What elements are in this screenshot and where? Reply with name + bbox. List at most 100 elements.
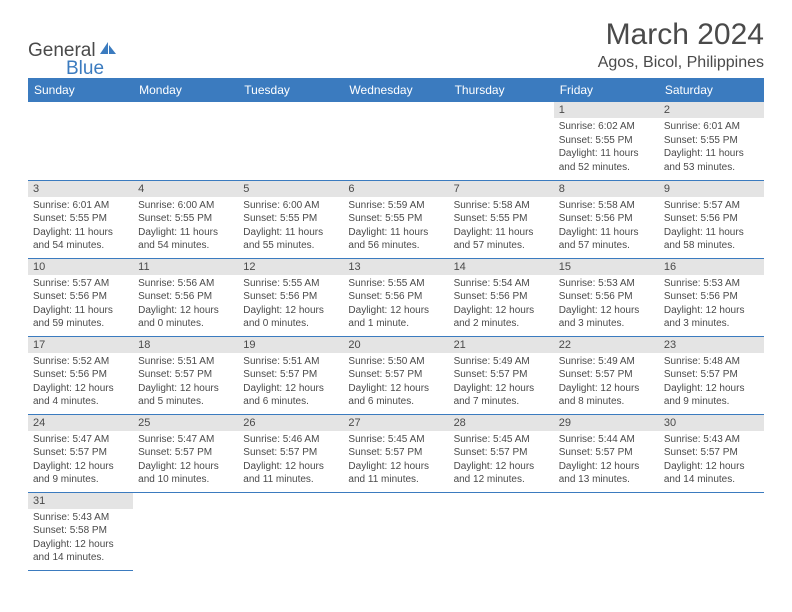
day-header-friday: Friday bbox=[554, 78, 659, 102]
calendar-cell: 15Sunrise: 5:53 AMSunset: 5:56 PMDayligh… bbox=[554, 258, 659, 336]
daylight-text: Daylight: 12 hours and 12 minutes. bbox=[454, 460, 549, 487]
date-number: 22 bbox=[554, 337, 659, 353]
daylight-text: Daylight: 11 hours and 54 minutes. bbox=[138, 226, 233, 253]
sunrise-text: Sunrise: 5:57 AM bbox=[33, 277, 128, 291]
date-number: 28 bbox=[449, 415, 554, 431]
month-title: March 2024 bbox=[598, 18, 764, 52]
calendar-cell: 31Sunrise: 5:43 AMSunset: 5:58 PMDayligh… bbox=[28, 492, 133, 570]
day-info: Sunrise: 5:58 AMSunset: 5:55 PMDaylight:… bbox=[449, 197, 554, 257]
sunrise-text: Sunrise: 5:58 AM bbox=[559, 199, 654, 213]
day-header-tuesday: Tuesday bbox=[238, 78, 343, 102]
date-number: 23 bbox=[659, 337, 764, 353]
sunset-text: Sunset: 5:57 PM bbox=[138, 446, 233, 460]
daylight-text: Daylight: 11 hours and 56 minutes. bbox=[348, 226, 443, 253]
sunset-text: Sunset: 5:56 PM bbox=[33, 290, 128, 304]
sunrise-text: Sunrise: 6:00 AM bbox=[243, 199, 338, 213]
daylight-text: Daylight: 12 hours and 3 minutes. bbox=[559, 304, 654, 331]
calendar-cell: 9Sunrise: 5:57 AMSunset: 5:56 PMDaylight… bbox=[659, 180, 764, 258]
sunrise-text: Sunrise: 5:51 AM bbox=[243, 355, 338, 369]
sunset-text: Sunset: 5:55 PM bbox=[664, 134, 759, 148]
calendar-cell: 25Sunrise: 5:47 AMSunset: 5:57 PMDayligh… bbox=[133, 414, 238, 492]
daylight-text: Daylight: 11 hours and 52 minutes. bbox=[559, 147, 654, 174]
sunset-text: Sunset: 5:57 PM bbox=[454, 368, 549, 382]
calendar-cell: 4Sunrise: 6:00 AMSunset: 5:55 PMDaylight… bbox=[133, 180, 238, 258]
calendar-cell: 20Sunrise: 5:50 AMSunset: 5:57 PMDayligh… bbox=[343, 336, 448, 414]
day-info: Sunrise: 5:58 AMSunset: 5:56 PMDaylight:… bbox=[554, 197, 659, 257]
day-info: Sunrise: 5:51 AMSunset: 5:57 PMDaylight:… bbox=[133, 353, 238, 413]
sunset-text: Sunset: 5:57 PM bbox=[664, 368, 759, 382]
sunset-text: Sunset: 5:57 PM bbox=[348, 368, 443, 382]
sunset-text: Sunset: 5:58 PM bbox=[33, 524, 128, 538]
daylight-text: Daylight: 12 hours and 6 minutes. bbox=[348, 382, 443, 409]
sunset-text: Sunset: 5:55 PM bbox=[33, 212, 128, 226]
date-number: 21 bbox=[449, 337, 554, 353]
calendar-cell: 22Sunrise: 5:49 AMSunset: 5:57 PMDayligh… bbox=[554, 336, 659, 414]
sunset-text: Sunset: 5:57 PM bbox=[138, 368, 233, 382]
date-number: 6 bbox=[343, 181, 448, 197]
day-info: Sunrise: 6:01 AMSunset: 5:55 PMDaylight:… bbox=[28, 197, 133, 257]
day-info: Sunrise: 5:53 AMSunset: 5:56 PMDaylight:… bbox=[659, 275, 764, 335]
date-number: 8 bbox=[554, 181, 659, 197]
sunset-text: Sunset: 5:57 PM bbox=[664, 446, 759, 460]
sunset-text: Sunset: 5:55 PM bbox=[348, 212, 443, 226]
title-block: March 2024 Agos, Bicol, Philippines bbox=[598, 18, 764, 72]
date-number: 7 bbox=[449, 181, 554, 197]
calendar-cell: 7Sunrise: 5:58 AMSunset: 5:55 PMDaylight… bbox=[449, 180, 554, 258]
sunset-text: Sunset: 5:56 PM bbox=[243, 290, 338, 304]
calendar-cell: 5Sunrise: 6:00 AMSunset: 5:55 PMDaylight… bbox=[238, 180, 343, 258]
daylight-text: Daylight: 12 hours and 0 minutes. bbox=[138, 304, 233, 331]
daylight-text: Daylight: 12 hours and 5 minutes. bbox=[138, 382, 233, 409]
calendar-body: 1Sunrise: 6:02 AMSunset: 5:55 PMDaylight… bbox=[28, 102, 764, 570]
day-header-sunday: Sunday bbox=[28, 78, 133, 102]
sunrise-text: Sunrise: 5:51 AM bbox=[138, 355, 233, 369]
sunrise-text: Sunrise: 5:46 AM bbox=[243, 433, 338, 447]
day-info: Sunrise: 5:50 AMSunset: 5:57 PMDaylight:… bbox=[343, 353, 448, 413]
date-number: 13 bbox=[343, 259, 448, 275]
sunrise-text: Sunrise: 5:53 AM bbox=[559, 277, 654, 291]
sunrise-text: Sunrise: 5:45 AM bbox=[348, 433, 443, 447]
calendar-cell: 18Sunrise: 5:51 AMSunset: 5:57 PMDayligh… bbox=[133, 336, 238, 414]
logo-stack: General Blue bbox=[28, 40, 119, 80]
sunrise-text: Sunrise: 6:02 AM bbox=[559, 120, 654, 134]
sunset-text: Sunset: 5:55 PM bbox=[138, 212, 233, 226]
day-info: Sunrise: 5:47 AMSunset: 5:57 PMDaylight:… bbox=[133, 431, 238, 491]
calendar-cell bbox=[343, 102, 448, 180]
sunset-text: Sunset: 5:56 PM bbox=[664, 290, 759, 304]
daylight-text: Daylight: 12 hours and 11 minutes. bbox=[348, 460, 443, 487]
day-info: Sunrise: 5:57 AMSunset: 5:56 PMDaylight:… bbox=[659, 197, 764, 257]
sunrise-text: Sunrise: 5:47 AM bbox=[33, 433, 128, 447]
day-info: Sunrise: 5:54 AMSunset: 5:56 PMDaylight:… bbox=[449, 275, 554, 335]
calendar-cell: 23Sunrise: 5:48 AMSunset: 5:57 PMDayligh… bbox=[659, 336, 764, 414]
calendar-cell: 11Sunrise: 5:56 AMSunset: 5:56 PMDayligh… bbox=[133, 258, 238, 336]
sunrise-text: Sunrise: 5:53 AM bbox=[664, 277, 759, 291]
day-info: Sunrise: 5:47 AMSunset: 5:57 PMDaylight:… bbox=[28, 431, 133, 491]
calendar-cell bbox=[238, 102, 343, 180]
date-number: 17 bbox=[28, 337, 133, 353]
calendar-row: 10Sunrise: 5:57 AMSunset: 5:56 PMDayligh… bbox=[28, 258, 764, 336]
daylight-text: Daylight: 12 hours and 2 minutes. bbox=[454, 304, 549, 331]
sunrise-text: Sunrise: 5:44 AM bbox=[559, 433, 654, 447]
daylight-text: Daylight: 12 hours and 9 minutes. bbox=[33, 460, 128, 487]
day-header-monday: Monday bbox=[133, 78, 238, 102]
sunset-text: Sunset: 5:57 PM bbox=[33, 446, 128, 460]
day-header-saturday: Saturday bbox=[659, 78, 764, 102]
calendar-cell bbox=[449, 492, 554, 570]
calendar-cell bbox=[449, 102, 554, 180]
empty-cell bbox=[133, 102, 238, 118]
calendar-cell: 1Sunrise: 6:02 AMSunset: 5:55 PMDaylight… bbox=[554, 102, 659, 180]
daylight-text: Daylight: 12 hours and 14 minutes. bbox=[33, 538, 128, 565]
date-number: 10 bbox=[28, 259, 133, 275]
sunset-text: Sunset: 5:56 PM bbox=[348, 290, 443, 304]
calendar-cell: 24Sunrise: 5:47 AMSunset: 5:57 PMDayligh… bbox=[28, 414, 133, 492]
calendar-cell: 3Sunrise: 6:01 AMSunset: 5:55 PMDaylight… bbox=[28, 180, 133, 258]
calendar-cell: 28Sunrise: 5:45 AMSunset: 5:57 PMDayligh… bbox=[449, 414, 554, 492]
logo-blue: Blue bbox=[66, 58, 119, 80]
daylight-text: Daylight: 12 hours and 11 minutes. bbox=[243, 460, 338, 487]
date-number: 27 bbox=[343, 415, 448, 431]
calendar-row: 31Sunrise: 5:43 AMSunset: 5:58 PMDayligh… bbox=[28, 492, 764, 570]
calendar-cell bbox=[28, 102, 133, 180]
day-info: Sunrise: 6:00 AMSunset: 5:55 PMDaylight:… bbox=[133, 197, 238, 257]
calendar-cell bbox=[133, 492, 238, 570]
day-info: Sunrise: 5:44 AMSunset: 5:57 PMDaylight:… bbox=[554, 431, 659, 491]
sunset-text: Sunset: 5:57 PM bbox=[559, 368, 654, 382]
